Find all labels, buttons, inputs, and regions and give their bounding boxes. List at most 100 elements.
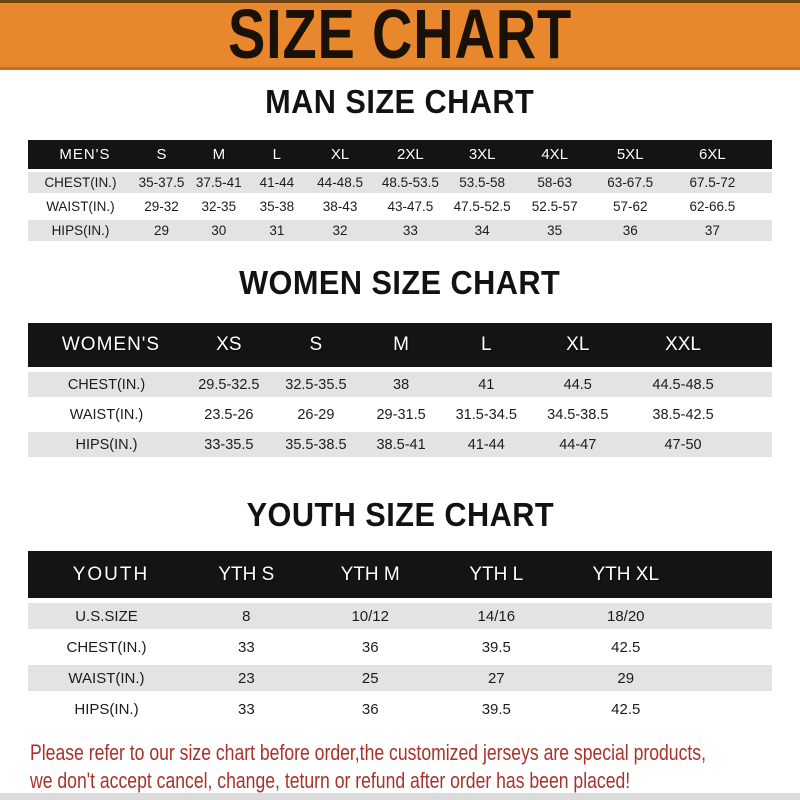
header-filler [756, 140, 772, 169]
row-label: HIPS(IN.) [75, 436, 138, 453]
disclaimer-note: Please refer to our size chart before or… [30, 739, 800, 795]
size-value-cell: 29 [617, 669, 635, 687]
size-value-cell: 38-43 [322, 199, 358, 214]
size-value-cell: 44-47 [559, 436, 597, 453]
size-value-cell: 57-62 [612, 199, 648, 214]
size-column-header: YTH S [218, 563, 275, 585]
table-row: WAIST(IN.) 23 25 27 29 [28, 665, 772, 691]
size-value-cell: 32.5-35.5 [285, 376, 347, 393]
youth-size-section: YOUTH SIZE CHART YOUTH YTH S YTH M YTH L YTH… [0, 498, 800, 727]
size-column-header: XXL [665, 334, 701, 355]
youth-size-table: YOUTH YTH S YTH M YTH L YTH XL U.S.SIZE 8 10/12… [28, 546, 772, 727]
table-row: WAIST(IN.) 23.5-26 26-29 29-31.5 31.5-34.5 34… [28, 402, 772, 427]
table-row: CHEST(IN.) 33 36 39.5 42.5 [28, 634, 772, 660]
size-value-cell: 25 [361, 669, 379, 687]
size-value-cell: 35-37.5 [138, 175, 185, 190]
size-value-cell: 36 [622, 223, 638, 238]
bottom-border-strip [0, 793, 800, 800]
size-column-header: XL [566, 334, 590, 355]
row-label: CHEST(IN.) [66, 638, 147, 656]
size-column-header: L [480, 334, 492, 355]
size-value-cell: 42.5 [611, 700, 641, 718]
table-header-row: MEN'S S M L XL 2XL 3XL 4XL 5XL 6XL [28, 140, 772, 169]
table-row: U.S.SIZE 8 10/12 14/16 18/20 [28, 603, 772, 629]
size-value-cell: 36 [361, 700, 379, 718]
youth-section-heading-text: YOUTH SIZE CHART [246, 496, 554, 533]
size-column-header: 3XL [468, 146, 496, 163]
size-column-header: XS [216, 334, 242, 355]
size-value-cell: 35 [547, 223, 563, 238]
size-value-cell: 29-32 [144, 199, 179, 214]
size-value-cell: 42.5 [611, 638, 641, 656]
table-corner-label: WOMEN'S [61, 334, 161, 355]
size-chart-banner: SIZE CHART [0, 0, 800, 70]
size-value-cell: 44.5-48.5 [652, 376, 714, 393]
size-value-cell: 31 [269, 223, 285, 238]
size-value-cell: 39.5 [481, 700, 511, 718]
size-value-cell: 23 [238, 669, 255, 687]
table-row: WAIST(IN.) 29-32 32-35 35-38 38-43 43-47.5 47.… [28, 196, 772, 217]
size-column-header: S [156, 146, 167, 163]
women-section-heading-text: WOMEN SIZE CHART [239, 264, 561, 301]
size-value-cell: 23.5-26 [204, 406, 254, 423]
disclaimer-line-2: we don't accept cancel, change, teturn o… [30, 768, 631, 793]
banner-title: SIZE CHART [228, 0, 572, 73]
size-value-cell: 41-44 [259, 175, 295, 190]
size-value-cell: 36 [361, 638, 379, 656]
size-column-header: M [393, 334, 409, 355]
row-label: WAIST(IN.) [68, 669, 145, 687]
row-filler [692, 696, 772, 722]
size-value-cell: 27 [487, 669, 505, 687]
size-value-cell: 26-29 [297, 406, 335, 423]
table-corner-label: MEN'S [59, 146, 111, 163]
size-value-cell: 62-66.5 [689, 199, 736, 214]
size-value-cell: 47.5-52.5 [453, 199, 511, 214]
size-column-header: L [272, 146, 281, 163]
size-value-cell: 67.5-72 [689, 175, 736, 190]
size-value-cell: 58-63 [537, 175, 572, 190]
row-filler [692, 665, 772, 691]
size-value-cell: 63-67.5 [607, 175, 654, 190]
size-value-cell: 38.5-42.5 [652, 406, 714, 423]
men-section-heading-text: MAN SIZE CHART [265, 83, 535, 120]
size-column-header: 5XL [616, 146, 644, 163]
size-column-header: 2XL [397, 146, 424, 163]
size-column-header: 4XL [541, 146, 569, 163]
size-value-cell: 38.5-41 [376, 436, 426, 453]
size-value-cell: 30 [211, 223, 227, 238]
table-row: CHEST(IN.) 29.5-32.5 32.5-35.5 38 41 44.5 44.5… [28, 372, 772, 397]
disclaimer-line-1: Please refer to our size chart before or… [30, 740, 706, 765]
men-size-table: MEN'S S M L XL 2XL 3XL 4XL 5XL 6XL CHEST(IN.) 35-37… [28, 137, 772, 244]
row-label: WAIST(IN.) [69, 406, 144, 423]
size-value-cell: 44-48.5 [317, 175, 363, 190]
table-header-row: YOUTH YTH S YTH M YTH L YTH XL [28, 551, 772, 598]
size-value-cell: 29 [154, 223, 170, 238]
row-label: WAIST(IN.) [46, 199, 115, 214]
size-column-header: M [212, 146, 226, 163]
size-value-cell: 8 [242, 607, 251, 625]
men-section-heading: MAN SIZE CHART [0, 85, 800, 119]
row-filler [692, 634, 772, 660]
row-filler [740, 402, 772, 427]
size-value-cell: 33 [402, 223, 418, 238]
size-value-cell: 38 [393, 376, 410, 393]
size-value-cell: 47-50 [664, 436, 702, 453]
size-value-cell: 37.5-41 [195, 175, 242, 190]
size-value-cell: 39.5 [481, 638, 511, 656]
size-column-header: S [309, 334, 323, 355]
size-value-cell: 35.5-38.5 [285, 436, 347, 453]
table-header-row: WOMEN'S XS S M L XL XXL [28, 323, 772, 367]
size-column-header: YTH M [340, 563, 400, 585]
size-value-cell: 48.5-53.5 [381, 175, 439, 190]
row-filler [692, 603, 772, 629]
table-corner-label: YOUTH [72, 563, 150, 585]
size-value-cell: 44.5 [563, 376, 592, 393]
size-value-cell: 14/16 [477, 607, 516, 625]
table-row: HIPS(IN.) 29 30 31 32 33 34 35 36 37 [28, 220, 772, 241]
size-value-cell: 43-47.5 [387, 199, 434, 214]
size-value-cell: 34 [474, 223, 490, 238]
size-value-cell: 33-35.5 [204, 436, 254, 453]
size-value-cell: 33 [238, 700, 255, 718]
women-size-section: WOMEN SIZE CHART WOMEN'S XS S M L XL XXL CHEST(… [0, 266, 800, 462]
women-section-heading: WOMEN SIZE CHART [0, 266, 800, 300]
